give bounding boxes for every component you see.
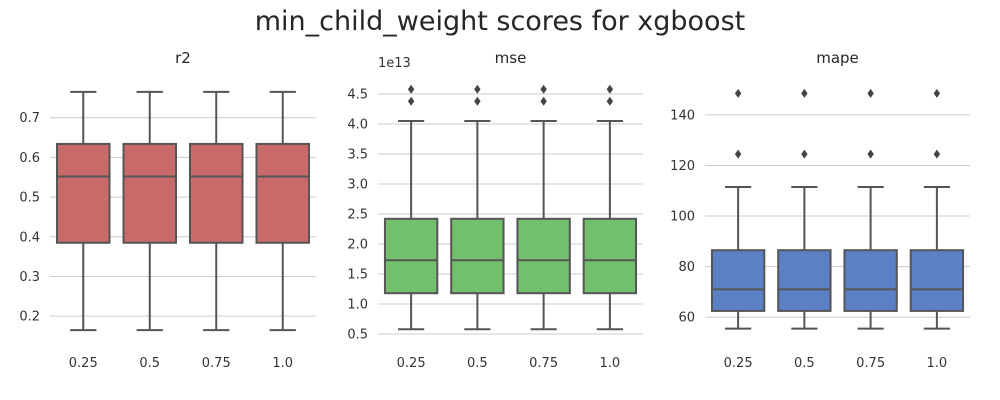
y-tick-label: 0.2 xyxy=(19,310,40,325)
subplot-title: r2 xyxy=(175,49,191,67)
box-0.25 xyxy=(55,90,111,332)
iqr-box xyxy=(710,249,766,312)
box-0.5 xyxy=(122,90,178,332)
box-1.0 xyxy=(582,84,638,331)
y-tick-label: 0.5 xyxy=(19,191,40,206)
iqr-box xyxy=(383,217,439,295)
x-tick-label: 0.75 xyxy=(529,356,558,371)
subplot-mse: mse 1e13 0.5 1.0 1.5 2.0 2.5 3.0 3.5 4.0 4.5 0.25 0.… xyxy=(347,49,643,371)
x-tick-label: 0.25 xyxy=(397,356,426,371)
x-tick-label: 0.5 xyxy=(467,356,488,371)
box-0.75 xyxy=(843,88,898,330)
iqr-box xyxy=(122,142,178,244)
y-tick-label: 0.6 xyxy=(19,151,40,166)
x-tick-label: 0.25 xyxy=(69,356,98,371)
y-tick-label: 80 xyxy=(678,260,695,275)
box-1.0 xyxy=(255,90,311,332)
y-tick-label: 0.3 xyxy=(19,270,40,285)
outlier-point xyxy=(407,84,415,94)
y-tick-label: 2.5 xyxy=(347,208,368,223)
x-tick-label: 0.75 xyxy=(856,356,885,371)
box-0.75 xyxy=(516,84,571,331)
subplot-r2: r2 0.2 0.3 0.4 0.5 0.6 0.7 0.25 0.5 0.75 1.0 xyxy=(19,49,316,371)
y-tick-label: 1.0 xyxy=(347,298,368,313)
x-tick-label: 0.5 xyxy=(139,356,160,371)
iqr-box xyxy=(255,142,311,244)
y-tick-label: 4.0 xyxy=(347,118,368,133)
y-tick-label: 120 xyxy=(670,159,695,174)
iqr-box xyxy=(516,217,571,295)
axis-scale-label: 1e13 xyxy=(378,56,411,71)
outlier-point xyxy=(474,84,481,94)
x-tick-label: 0.75 xyxy=(202,356,231,371)
x-tick-label: 1.0 xyxy=(272,356,293,371)
box-0.25 xyxy=(710,88,766,330)
outlier-point xyxy=(734,88,742,98)
iqr-box xyxy=(582,217,638,295)
y-tick-label: 0.7 xyxy=(19,111,40,126)
x-tick-label: 0.25 xyxy=(724,356,753,371)
subplot-title: mape xyxy=(816,49,859,67)
outlier-point xyxy=(606,84,614,94)
box-1.0 xyxy=(909,88,965,330)
outlier-point xyxy=(867,88,874,98)
subplot-mape: mape 60 80 100 120 140 0.25 0.5 0.75 1.0 xyxy=(670,49,970,371)
x-tick-label: 1.0 xyxy=(927,356,948,371)
outlier-point xyxy=(933,149,941,159)
outlier-point xyxy=(407,96,415,106)
box-0.5 xyxy=(450,84,505,331)
iqr-box xyxy=(909,249,965,312)
subplot-title: mse xyxy=(495,49,527,67)
outlier-point xyxy=(540,84,547,94)
outlier-point xyxy=(734,149,742,159)
y-tick-label: 2.0 xyxy=(347,238,368,253)
y-tick-label: 1.5 xyxy=(347,268,368,283)
x-tick-label: 0.5 xyxy=(794,356,815,371)
outlier-point xyxy=(933,88,941,98)
iqr-box xyxy=(843,249,898,312)
x-tick-label: 1.0 xyxy=(600,356,621,371)
box-0.75 xyxy=(188,90,244,332)
y-tick-label: 3.0 xyxy=(347,178,368,193)
y-tick-label: 60 xyxy=(678,311,695,326)
y-tick-label: 140 xyxy=(670,108,695,123)
y-tick-label: 100 xyxy=(670,210,695,225)
y-tick-label: 0.5 xyxy=(347,328,368,343)
iqr-box xyxy=(777,249,832,312)
box-0.5 xyxy=(777,88,832,330)
y-tick-label: 3.5 xyxy=(347,148,368,163)
y-tick-label: 0.4 xyxy=(19,230,40,245)
iqr-box xyxy=(55,142,111,244)
outlier-point xyxy=(867,149,874,159)
outlier-point xyxy=(606,96,614,106)
outlier-point xyxy=(801,149,808,159)
iqr-box xyxy=(450,217,505,295)
figure-title: min_child_weight scores for xgboost xyxy=(255,6,745,37)
box-0.25 xyxy=(383,84,439,331)
outlier-point xyxy=(540,96,547,106)
iqr-box xyxy=(188,142,244,244)
outlier-point xyxy=(474,96,481,106)
outlier-point xyxy=(801,88,808,98)
y-tick-label: 4.5 xyxy=(347,88,368,103)
